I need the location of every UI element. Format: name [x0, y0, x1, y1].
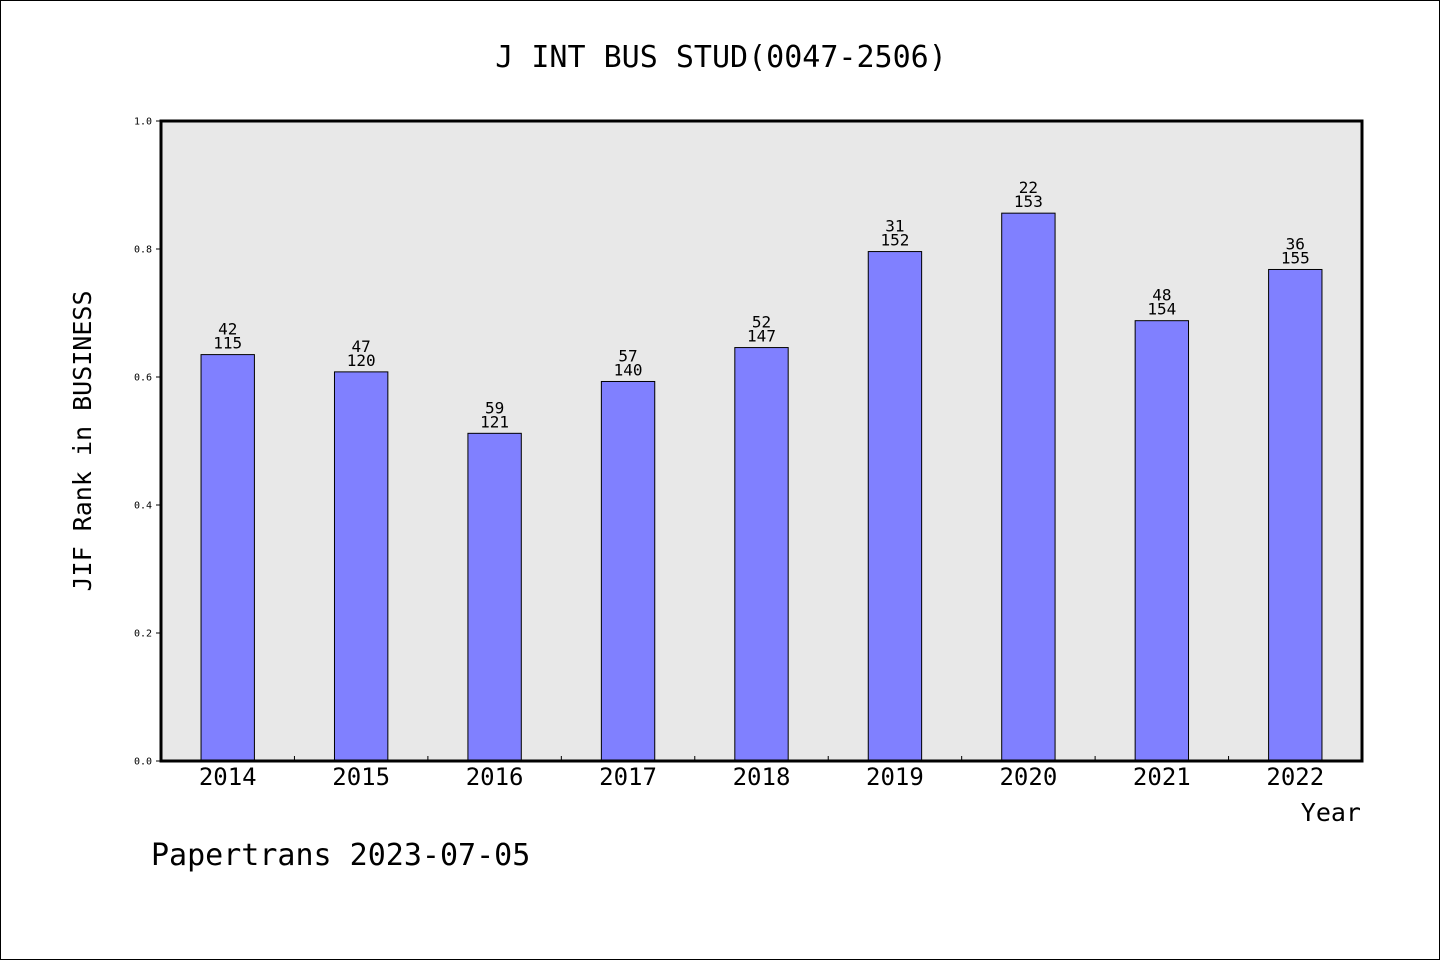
bar-2014 [200, 354, 255, 762]
bar-total-label: 121 [480, 412, 509, 431]
bar-rank-label: 42 [218, 320, 237, 339]
bar-rank-label: 52 [752, 313, 771, 332]
bar-total-label: 120 [347, 351, 376, 370]
x-tick-label: 2014 [199, 763, 257, 791]
bar-total-label: 154 [1147, 300, 1176, 319]
bar-rank-label: 36 [1286, 234, 1305, 253]
x-axis-label: Year [1301, 798, 1361, 827]
y-tick-label: 0.0 [134, 757, 152, 768]
footer-text: Papertrans 2023-07-05 [151, 838, 530, 873]
x-tick-label: 2018 [733, 763, 791, 791]
bar-2022 [1268, 268, 1323, 762]
bar-2016 [467, 432, 522, 762]
x-tick-label: 2021 [1133, 763, 1191, 791]
x-tick-label: 2015 [332, 763, 390, 791]
bar-total-label: 115 [213, 334, 242, 353]
y-axis: 0.0 0.2 0.4 0.6 0.8 1.0 [134, 117, 161, 768]
bar-total-label: 140 [614, 360, 643, 379]
bar-total-label: 152 [880, 231, 909, 250]
x-axis: 2014 2015 2016 2017 2018 2019 2020 2021 2022 [199, 756, 1324, 791]
bar-total-label: 153 [1014, 192, 1043, 211]
bar-2015 [333, 371, 389, 762]
x-tick-label: 2016 [466, 763, 524, 791]
y-tick-label: 1.0 [134, 117, 152, 128]
bar-rank-label: 59 [485, 398, 504, 417]
x-tick-label: 2017 [599, 763, 657, 791]
bar-rank-label: 47 [352, 337, 371, 356]
y-tick-label: 0.2 [134, 629, 152, 640]
bar-2017 [600, 380, 656, 762]
bar-2019 [867, 251, 923, 762]
x-tick-label: 2019 [866, 763, 924, 791]
y-tick-label: 0.8 [134, 245, 152, 256]
x-tick-label: 2022 [1266, 763, 1324, 791]
bar-rank-label: 31 [885, 217, 904, 236]
bar-total-label: 147 [747, 327, 776, 346]
bar-2018 [734, 347, 789, 762]
y-tick-label: 0.4 [134, 501, 152, 512]
bar-rank-label: 48 [1152, 286, 1171, 305]
bar-rank-label: 57 [618, 346, 637, 365]
plot-border [159, 119, 1364, 763]
bar-total-label: 155 [1281, 248, 1310, 267]
bar-2020 [1001, 212, 1056, 762]
y-tick-label: 0.6 [134, 373, 152, 384]
chart-title: J INT BUS STUD(0047-2506) [495, 40, 947, 75]
bar-rank-label: 22 [1019, 178, 1038, 197]
x-tick-label: 2020 [999, 763, 1057, 791]
y-axis-label: JIF Rank in BUSINESS [68, 290, 97, 591]
bar-2021 [1134, 320, 1190, 762]
